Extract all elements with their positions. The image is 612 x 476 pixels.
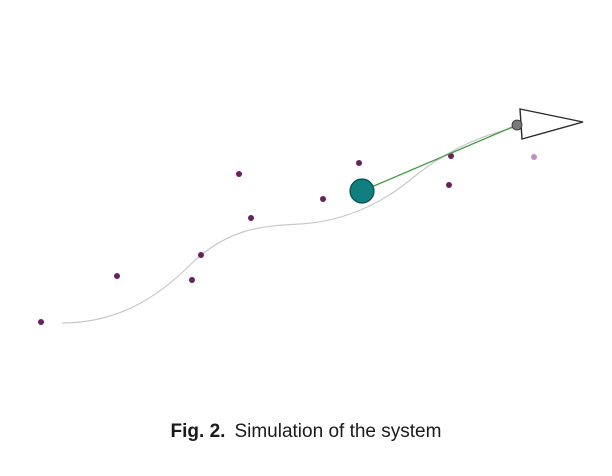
caption-label: Fig. 2. [170,421,226,442]
robot-body [349,178,375,204]
trajectory-path [61,123,535,324]
landmark-dot [236,171,242,177]
landmark-dot [448,153,454,159]
landmark-group [38,153,537,325]
landmark-dot [248,215,254,221]
landmark-dot [320,196,326,202]
landmark-dot [189,277,195,283]
landmark-dot [38,319,44,325]
pointer-arrow-icon [519,108,584,140]
caption-text: Simulation of the system [234,421,442,442]
simulation-canvas [38,108,584,325]
pivot-joint [511,119,523,131]
landmark-dot-faded [531,154,537,160]
landmark-dot [114,273,120,279]
robot-link-line [361,124,518,192]
simulation-figure [38,108,584,325]
landmark-dot [356,160,362,166]
landmark-dot [446,182,452,188]
figure-caption: Fig. 2. Simulation of the system [0,421,612,443]
landmark-dot [198,252,204,258]
